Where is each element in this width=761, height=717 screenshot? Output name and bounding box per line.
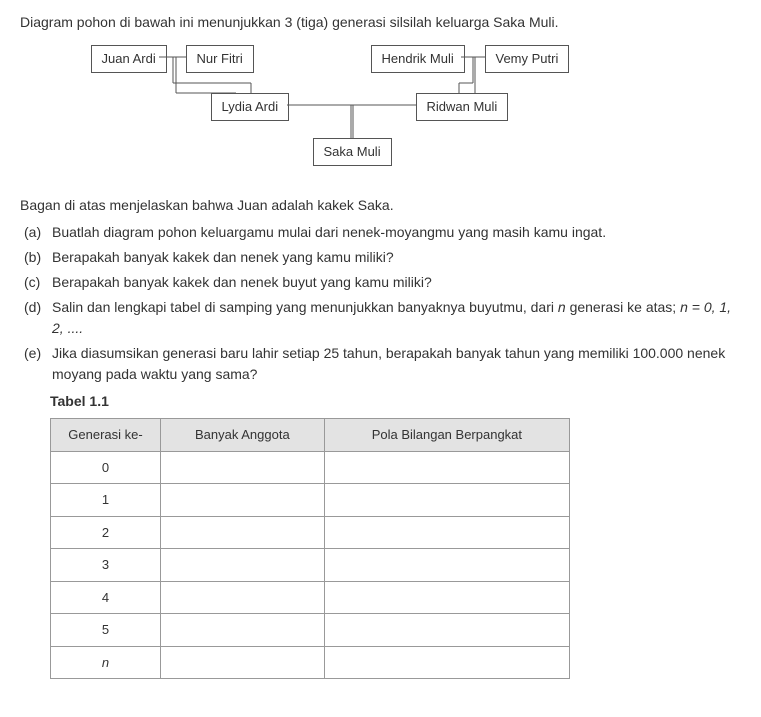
label-b: (b) <box>24 247 52 268</box>
cell-pattern <box>324 646 569 679</box>
explain-text: Bagan di atas menjelaskan bahwa Juan ada… <box>20 195 741 216</box>
question-list: (a) Buatlah diagram pohon keluargamu mul… <box>24 222 741 385</box>
node-ridwan: Ridwan Muli <box>416 93 509 121</box>
th-pattern: Pola Bilangan Berpangkat <box>324 419 569 452</box>
cell-pattern <box>324 581 569 614</box>
cell-pattern <box>324 614 569 647</box>
cell-gen-n: n <box>51 646 161 679</box>
text-e: Jika diasumsikan generasi baru lahir set… <box>52 343 741 385</box>
question-b: (b) Berapakah banyak kakek dan nenek yan… <box>24 247 741 268</box>
cell-count <box>161 646 325 679</box>
node-nur: Nur Fitri <box>186 45 254 73</box>
label-c: (c) <box>24 272 52 293</box>
table-row: 1 <box>51 484 570 517</box>
node-vemy: Vemy Putri <box>485 45 570 73</box>
d-pre: Salin dan lengkapi tabel di samping yang… <box>52 299 558 315</box>
cell-count <box>161 549 325 582</box>
cell-pattern <box>324 549 569 582</box>
text-d: Salin dan lengkapi tabel di samping yang… <box>52 297 741 339</box>
family-tree: Juan Ardi Nur Fitri Hendrik Muli Vemy Pu… <box>81 43 681 183</box>
cell-pattern <box>324 451 569 484</box>
d-n: n <box>558 299 566 315</box>
cell-gen: 0 <box>51 451 161 484</box>
intro-text: Diagram pohon di bawah ini menunjukkan 3… <box>20 12 741 33</box>
table-row: n <box>51 646 570 679</box>
label-d: (d) <box>24 297 52 339</box>
cell-pattern <box>324 484 569 517</box>
node-saka: Saka Muli <box>313 138 392 166</box>
question-c: (c) Berapakah banyak kakek dan nenek buy… <box>24 272 741 293</box>
cell-gen: 3 <box>51 549 161 582</box>
label-e: (e) <box>24 343 52 385</box>
th-gen: Generasi ke- <box>51 419 161 452</box>
table-row: 5 <box>51 614 570 647</box>
cell-gen: 4 <box>51 581 161 614</box>
node-lydia: Lydia Ardi <box>211 93 290 121</box>
cell-pattern <box>324 516 569 549</box>
ancestor-table: Generasi ke- Banyak Anggota Pola Bilanga… <box>50 418 570 679</box>
node-hendrik: Hendrik Muli <box>371 45 465 73</box>
th-count: Banyak Anggota <box>161 419 325 452</box>
text-c: Berapakah banyak kakek dan nenek buyut y… <box>52 272 741 293</box>
d-mid: generasi ke atas; <box>566 299 680 315</box>
question-d: (d) Salin dan lengkapi tabel di samping … <box>24 297 741 339</box>
text-a: Buatlah diagram pohon keluargamu mulai d… <box>52 222 741 243</box>
table-title: Tabel 1.1 <box>50 391 741 412</box>
cell-count <box>161 614 325 647</box>
table-row: 4 <box>51 581 570 614</box>
cell-count <box>161 516 325 549</box>
table-row: 0 <box>51 451 570 484</box>
table-row: 3 <box>51 549 570 582</box>
cell-gen: 2 <box>51 516 161 549</box>
table-row: 2 <box>51 516 570 549</box>
text-b: Berapakah banyak kakek dan nenek yang ka… <box>52 247 741 268</box>
cell-count <box>161 581 325 614</box>
label-a: (a) <box>24 222 52 243</box>
cell-count <box>161 484 325 517</box>
question-a: (a) Buatlah diagram pohon keluargamu mul… <box>24 222 741 243</box>
cell-gen: 1 <box>51 484 161 517</box>
table-header-row: Generasi ke- Banyak Anggota Pola Bilanga… <box>51 419 570 452</box>
cell-gen: 5 <box>51 614 161 647</box>
node-juan: Juan Ardi <box>91 45 167 73</box>
question-e: (e) Jika diasumsikan generasi baru lahir… <box>24 343 741 385</box>
cell-count <box>161 451 325 484</box>
